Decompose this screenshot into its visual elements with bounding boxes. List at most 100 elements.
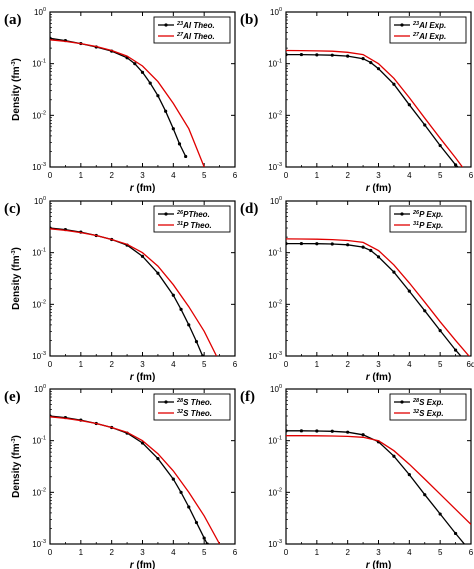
data-point — [423, 123, 427, 127]
y-axis-label: Density (fm-3) — [11, 58, 22, 121]
series-group — [286, 429, 471, 544]
y-tick-label: 10-3 — [268, 539, 282, 549]
data-point — [315, 429, 319, 433]
x-tick-label: 3 — [140, 171, 145, 180]
x-tick-label: 1 — [315, 548, 320, 557]
y-tick-label: 10-2 — [268, 110, 282, 120]
y-tick-label: 10-3 — [268, 351, 282, 361]
y-tick-label: 10-2 — [32, 299, 46, 309]
legend-label: 31P Theo. — [177, 221, 212, 230]
data-point — [315, 242, 319, 246]
legend-label: 26PTheo. — [176, 210, 210, 219]
y-tick-label: 100 — [270, 196, 282, 206]
panel-f: 0 1 2 3 4 5 6 10-3 10-2 10-1 100 r (fm) (f) 28S Exp. 3… — [240, 384, 474, 569]
data-point — [171, 127, 175, 131]
legend-marker — [164, 400, 168, 404]
data-point — [177, 142, 182, 146]
y-tick-label: 100 — [34, 384, 46, 394]
x-tick-label: 4 — [407, 548, 412, 557]
y-tick-label: 10-1 — [32, 59, 46, 69]
legend-label: 23Al Theo. — [176, 21, 215, 30]
x-axis-label: r (fm) — [130, 372, 156, 383]
data-point — [369, 248, 373, 253]
data-point — [438, 512, 442, 516]
panel-label: (b) — [240, 12, 258, 28]
x-tick-label: 2 — [345, 548, 350, 557]
x-tick-label: 5 — [202, 171, 207, 180]
data-point — [140, 70, 145, 74]
x-tick-label: 2 — [109, 360, 114, 369]
legend-marker — [400, 212, 404, 216]
y-tick-label: 10-3 — [32, 162, 46, 172]
x-tick-label: 0 — [48, 171, 53, 180]
panel-label: (f) — [240, 389, 255, 405]
y-tick-label: 10-2 — [32, 110, 46, 120]
legend-label: 28S Exp. — [412, 398, 444, 407]
y-tick-label: 10-3 — [32, 351, 46, 361]
x-tick-label: 3 — [376, 360, 381, 369]
data-point — [133, 62, 137, 66]
series-group — [50, 414, 221, 544]
data-point — [453, 531, 458, 536]
x-tick-label: 2 — [345, 171, 350, 180]
y-tick-label: 10-1 — [268, 436, 282, 446]
data-point — [286, 429, 288, 433]
data-point — [179, 307, 183, 311]
x-tick-label: 1 — [79, 548, 84, 557]
x-tick-label: 5 — [438, 360, 443, 369]
x-tick-label: 4 — [171, 360, 176, 369]
data-point — [407, 289, 411, 293]
x-tick-label: 5 — [438, 171, 443, 180]
y-tick-label: 100 — [34, 7, 46, 17]
y-tick-label: 10-3 — [32, 539, 46, 549]
legend-label: 32S Theo. — [177, 409, 212, 418]
panel-label: (a) — [4, 12, 22, 28]
y-tick-label: 10-3 — [268, 162, 282, 172]
data-point — [286, 241, 288, 246]
legend-marker — [164, 212, 168, 216]
data-point — [346, 430, 350, 434]
data-point — [194, 520, 199, 525]
series-line — [286, 242, 462, 356]
data-point — [376, 67, 381, 71]
series-line — [286, 53, 459, 167]
legend-marker — [400, 23, 404, 27]
data-point — [194, 339, 199, 344]
x-tick-label: 1 — [79, 360, 84, 369]
legend-label: 31P Exp. — [413, 221, 443, 230]
y-tick-label: 10-2 — [32, 487, 46, 497]
data-point — [407, 103, 411, 107]
x-tick-label: 6 — [233, 548, 238, 557]
data-point — [438, 329, 442, 333]
x-tick-label: 5 — [438, 548, 443, 557]
data-point — [187, 323, 191, 327]
data-point — [286, 52, 288, 57]
x-tick-label: 3 — [140, 548, 145, 557]
data-point — [330, 53, 334, 57]
x-tick-label: 1 — [315, 171, 320, 180]
x-tick-label: 0 — [48, 360, 53, 369]
series-line — [50, 227, 204, 356]
series-group — [286, 238, 470, 356]
series-line — [286, 430, 466, 544]
x-tick-label: 4 — [407, 360, 412, 369]
data-point — [140, 254, 145, 258]
x-tick-label: 4 — [407, 171, 412, 180]
x-tick-label: 6 — [469, 548, 474, 557]
x-tick-label: 3 — [140, 360, 145, 369]
x-axis-label: r (fm) — [366, 183, 392, 194]
panel-c: 0 1 2 3 4 5 6 10-3 10-2 10-1 100 r (fm) Density (fm-… — [4, 196, 238, 383]
x-tick-label: 6 — [233, 360, 238, 369]
data-point — [407, 473, 411, 477]
data-point — [140, 441, 145, 445]
legend-box — [389, 393, 467, 421]
data-point — [361, 57, 365, 61]
y-tick-label: 10-1 — [32, 248, 46, 258]
data-point — [361, 245, 365, 249]
y-tick-label: 10-2 — [268, 299, 282, 309]
x-axis-label: r (fm) — [366, 560, 392, 569]
panel-e: 0 1 2 3 4 5 6 10-3 10-2 10-1 100 r (fm) Density (fm-… — [4, 384, 238, 569]
x-tick-label: 3 — [376, 548, 381, 557]
data-point — [187, 505, 191, 509]
